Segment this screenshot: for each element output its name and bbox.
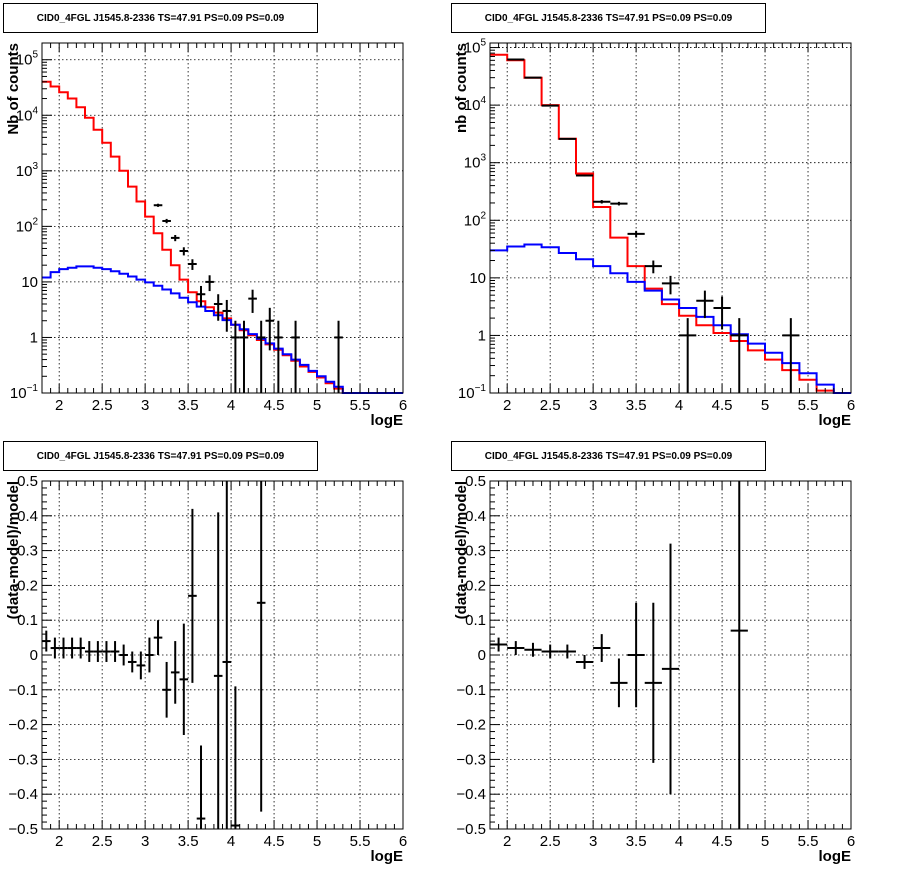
chart-title: CID0_4FGL J1545.8-2336 TS=47.91 PS=0.09 … (3, 3, 318, 33)
y-tick-label: −0.3 (456, 751, 486, 768)
x-tick-label: 2.5 (540, 397, 561, 414)
x-tick-label: 3 (589, 833, 597, 850)
y-tick-label: 0.3 (465, 543, 486, 560)
x-tick-label: 4.5 (712, 397, 733, 414)
x-tick-label: 6 (399, 833, 407, 850)
x-tick-label: 6 (847, 833, 855, 850)
y-tick-label: 0.5 (465, 473, 486, 490)
plot-frame (41, 42, 404, 394)
y-tick-label: 0.5 (17, 473, 38, 490)
chart-title: CID0_4FGL J1545.8-2336 TS=47.91 PS=0.09 … (3, 441, 318, 471)
series-source-model (490, 243, 851, 394)
x-tick-label: 5 (313, 397, 321, 414)
x-tick-label: 4.5 (712, 833, 733, 850)
y-tick-label: −0.2 (456, 717, 486, 734)
y-axis-label: nb of counts (453, 43, 470, 133)
x-tick-label: 2.5 (92, 397, 113, 414)
y-tick-label: 0.2 (465, 577, 486, 594)
x-tick-label: 4.5 (264, 397, 285, 414)
y-tick-label: 10−1 (458, 383, 487, 402)
y-tick-label: 0.2 (17, 577, 38, 594)
x-tick-label: 3 (589, 397, 597, 414)
series-total-model (42, 80, 403, 394)
x-tick-label: 2.5 (92, 833, 113, 850)
y-tick-label: 0 (30, 647, 38, 664)
y-tick-label: −0.3 (8, 751, 38, 768)
y-tick-label: −0.5 (456, 821, 486, 838)
x-tick-label: 2 (503, 833, 511, 850)
x-tick-label: 6 (399, 397, 407, 414)
y-tick-label: −0.4 (456, 786, 486, 803)
chart-panel-2: 2 2.5 3 3.5 4 4.5 5 5.5 610−1110102103104105logE… (453, 38, 855, 429)
y-tick-label: 10 (21, 274, 38, 291)
y-tick-label: 0.1 (465, 612, 486, 629)
y-axis-label: (data-model)/model (5, 481, 22, 619)
x-axis-label: logE (371, 848, 404, 865)
x-tick-label: 4 (227, 397, 235, 414)
x-tick-label: 2 (55, 397, 63, 414)
y-tick-label: 1 (30, 329, 38, 346)
x-tick-label: 5.5 (798, 397, 819, 414)
y-tick-label: −0.1 (456, 682, 486, 699)
x-tick-label: 5.5 (350, 397, 371, 414)
y-tick-label: −0.1 (8, 682, 38, 699)
y-tick-label: 102 (16, 216, 39, 235)
chart-panel-4: 2 2.5 3 3.5 4 4.5 5 5.5 6 −0.5 −0.4 −0.3 −0.2 −0.1 0 0.… (453, 473, 855, 865)
x-tick-label: 5 (761, 833, 769, 850)
x-axis-label: logE (371, 412, 404, 429)
y-tick-label: 0 (478, 647, 486, 664)
x-tick-label: 5 (761, 397, 769, 414)
x-tick-label: 4 (675, 397, 683, 414)
plot-frame (489, 42, 852, 394)
x-axis-label: logE (819, 848, 852, 865)
x-tick-label: 5.5 (350, 833, 371, 850)
chart-panel-3: 2 2.5 3 3.5 4 4.5 5 5.5 6 −0.5 −0.4 −0.3 −0.2 −0.1 0 0.… (5, 473, 407, 865)
x-tick-label: 2.5 (540, 833, 561, 850)
x-tick-label: 3.5 (626, 833, 647, 850)
y-tick-label: 0.4 (17, 508, 38, 525)
y-tick-label: 0.3 (17, 543, 38, 560)
x-tick-label: 4.5 (264, 833, 285, 850)
y-tick-label: 103 (16, 161, 39, 180)
x-tick-label: 4 (675, 833, 683, 850)
y-tick-label: 10−1 (10, 383, 39, 402)
x-tick-label: 5 (313, 833, 321, 850)
y-tick-label: 10 (469, 270, 486, 287)
y-tick-label: −0.4 (8, 786, 38, 803)
chart-title: CID0_4FGL J1545.8-2336 TS=47.91 PS=0.09 … (451, 441, 766, 471)
y-tick-label: −0.5 (8, 821, 38, 838)
x-tick-label: 6 (847, 397, 855, 414)
x-tick-label: 3.5 (178, 833, 199, 850)
chart-panel-1: 2 2.5 3 3.5 4 4.5 5 5.5 610−1110102103104105logE… (5, 42, 407, 429)
y-tick-label: 0.4 (465, 508, 486, 525)
x-tick-label: 3.5 (178, 397, 199, 414)
y-axis-label: Nb of counts (5, 43, 22, 135)
x-tick-label: 2 (55, 833, 63, 850)
x-tick-label: 3 (141, 833, 149, 850)
x-tick-label: 5.5 (798, 833, 819, 850)
y-tick-label: 0.1 (17, 612, 38, 629)
x-tick-label: 3.5 (626, 397, 647, 414)
x-axis-label: logE (819, 412, 852, 429)
y-tick-label: 103 (464, 153, 487, 172)
y-tick-label: 1 (478, 327, 486, 344)
chart-title: CID0_4FGL J1545.8-2336 TS=47.91 PS=0.09 … (451, 3, 766, 33)
y-tick-label: 102 (464, 210, 487, 229)
x-tick-label: 4 (227, 833, 235, 850)
x-tick-label: 3 (141, 397, 149, 414)
y-axis-label: (data-model)/model (453, 481, 470, 619)
y-tick-label: −0.2 (8, 717, 38, 734)
series-source-model (42, 265, 403, 394)
x-tick-label: 2 (503, 397, 511, 414)
